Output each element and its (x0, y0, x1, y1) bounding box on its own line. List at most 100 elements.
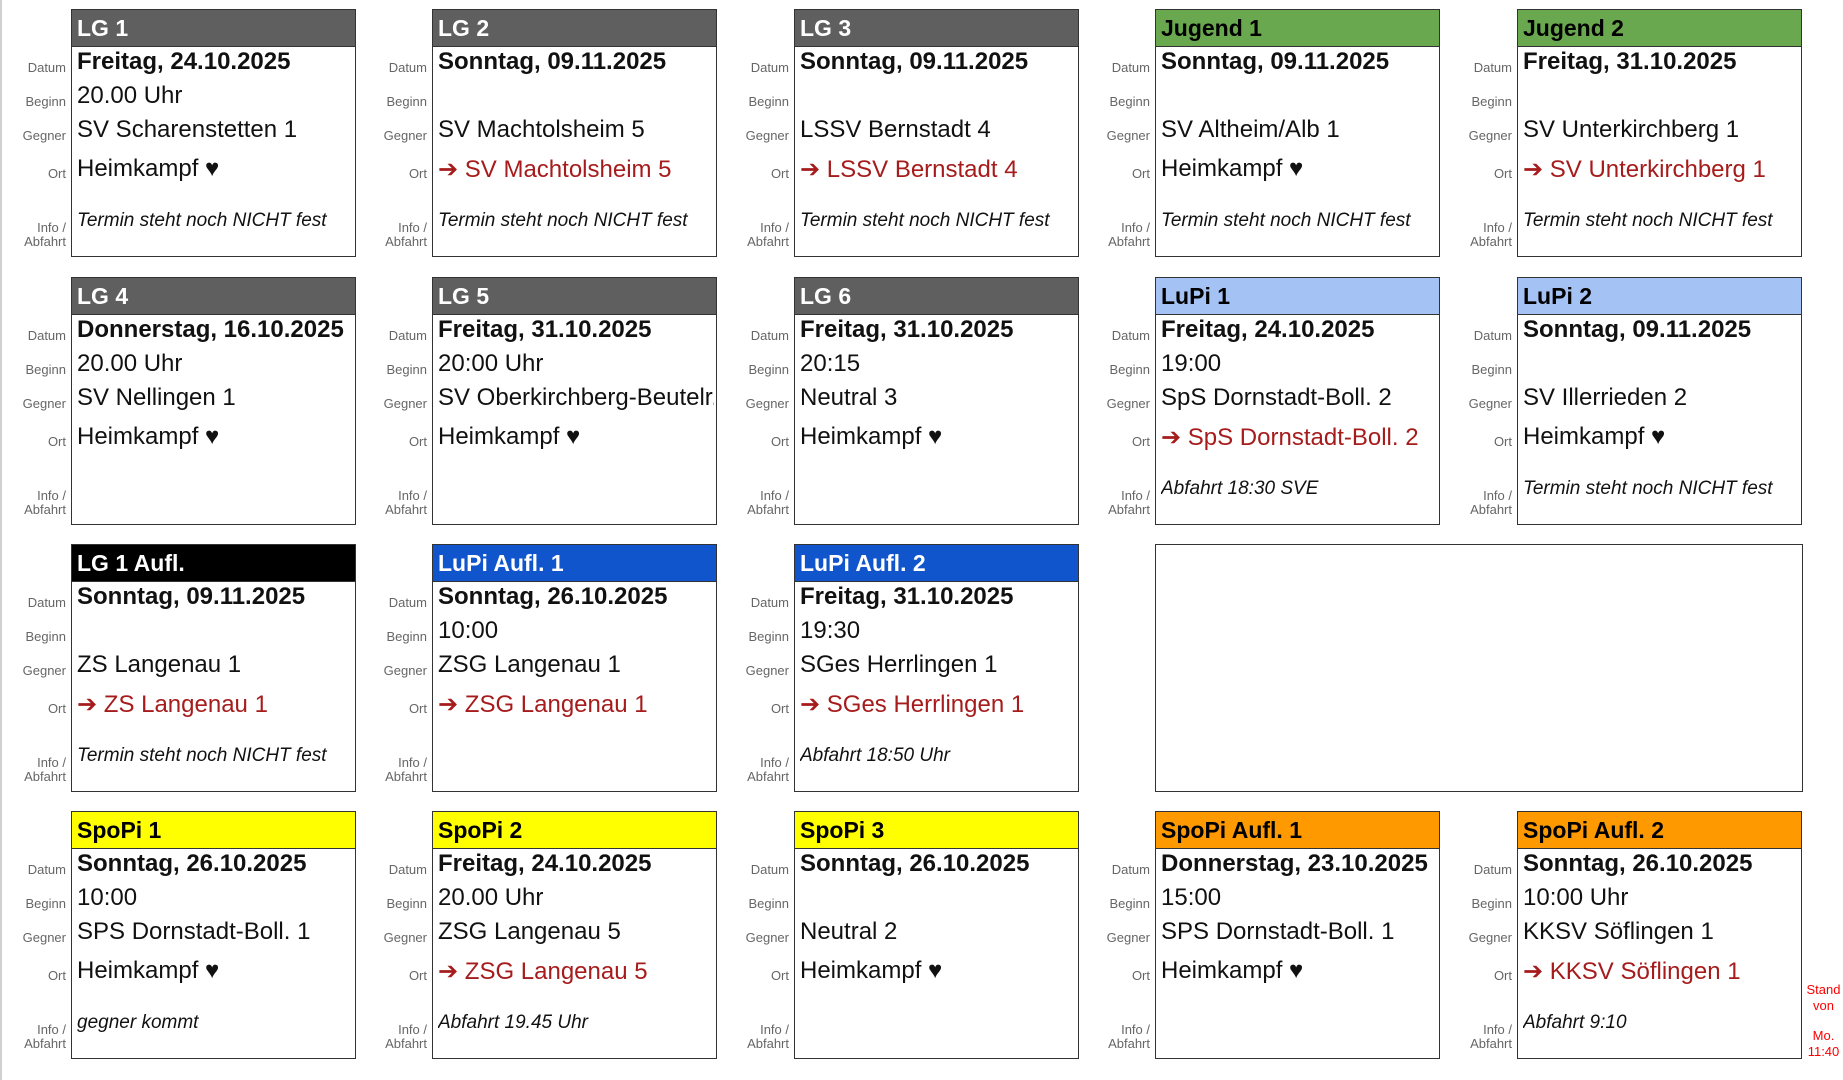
label-time: Beginn (386, 94, 427, 109)
match-date: Sonntag, 09.11.2025 (800, 48, 1029, 75)
match-card: Datum Beginn Gegner Ort Info / Abfahrt Sp… (725, 811, 1079, 1059)
label-opponent: Gegner (383, 663, 427, 678)
label-info: Info / Abfahrt (725, 1023, 789, 1051)
match-box: Jugend 1 Sonntag, 09.11.2025 SV Altheim/… (1155, 9, 1440, 257)
match-opponent: SV Altheim/Alb 1 (1161, 116, 1340, 143)
match-opponent: LSSV Bernstadt 4 (800, 116, 991, 143)
match-date: Sonntag, 09.11.2025 (77, 583, 306, 610)
label-time: Beginn (25, 362, 66, 377)
label-time: Beginn (386, 629, 427, 644)
label-info: Info / Abfahrt (363, 221, 427, 249)
match-place: Heimkampf ♥ (1161, 957, 1304, 984)
match-info: Abfahrt 9:10 (1523, 1012, 1627, 1033)
match-date: Sonntag, 26.10.2025 (438, 583, 668, 610)
label-time: Beginn (748, 94, 789, 109)
label-opponent: Gegner (1106, 128, 1150, 143)
team-header: LG 1 Aufl. (72, 545, 355, 582)
label-info: Info / Abfahrt (1086, 1023, 1150, 1051)
label-info-1: Info / (1483, 1022, 1512, 1037)
label-place: Ort (1131, 434, 1150, 449)
label-opponent: Gegner (745, 930, 789, 945)
label-info-1: Info / (1483, 488, 1512, 503)
match-date: Freitag, 31.10.2025 (1523, 48, 1737, 75)
match-time: 20:15 (800, 350, 861, 377)
label-info-1: Info / (1121, 1022, 1150, 1037)
label-info-2: Abfahrt (385, 1036, 427, 1051)
match-card: Datum Beginn Gegner Ort Info / Abfahrt Sp… (1086, 811, 1440, 1059)
match-date: Sonntag, 26.10.2025 (77, 850, 307, 877)
label-place: Ort (770, 701, 789, 716)
match-opponent: SV Illerrieden 2 (1523, 384, 1688, 411)
label-time: Beginn (25, 896, 66, 911)
label-place: Ort (770, 166, 789, 181)
team-header: LG 4 (72, 278, 355, 315)
match-date: Freitag, 31.10.2025 (800, 583, 1014, 610)
match-place: Heimkampf ♥ (77, 155, 220, 182)
label-time: Beginn (748, 362, 789, 377)
label-info-2: Abfahrt (1108, 234, 1150, 249)
match-opponent: SV Machtolsheim 5 (438, 116, 645, 143)
match-time: 20.00 Uhr (77, 82, 183, 109)
match-info: Termin steht noch NICHT fest (800, 210, 1050, 231)
match-box: SpoPi Aufl. 1 Donnerstag, 23.10.2025 15:… (1155, 811, 1440, 1059)
label-info-2: Abfahrt (1108, 1036, 1150, 1051)
match-box: LuPi Aufl. 2 Freitag, 31.10.2025 19:30 S… (794, 544, 1079, 792)
stand-note: Stand von Mo. 11:40 (1802, 982, 1843, 1060)
match-place: ➔ ZSG Langenau 5 (438, 958, 648, 985)
label-info-1: Info / (398, 220, 427, 235)
label-place: Ort (408, 968, 427, 983)
match-date: Donnerstag, 23.10.2025 (1161, 850, 1428, 877)
match-box: SpoPi 2 Freitag, 24.10.2025 20.00 Uhr ZS… (432, 811, 717, 1059)
label-date: Datum (750, 862, 789, 877)
team-header: LuPi Aufl. 1 (433, 545, 716, 582)
label-info: Info / Abfahrt (2, 1023, 66, 1051)
match-opponent: SV Scharenstetten 1 (77, 116, 298, 143)
match-info: Termin steht noch NICHT fest (1523, 478, 1773, 499)
label-date: Datum (1111, 60, 1150, 75)
match-info: Termin steht noch NICHT fest (77, 745, 327, 766)
match-place: Heimkampf ♥ (1523, 423, 1666, 450)
stand-line: von (1813, 998, 1834, 1013)
match-date: Freitag, 31.10.2025 (800, 316, 1014, 343)
label-opponent: Gegner (22, 663, 66, 678)
match-place: Heimkampf ♥ (77, 957, 220, 984)
label-date: Datum (388, 60, 427, 75)
match-info: Termin steht noch NICHT fest (1523, 210, 1773, 231)
match-info: Termin steht noch NICHT fest (1161, 210, 1411, 231)
label-info-1: Info / (760, 1022, 789, 1037)
match-info: Termin steht noch NICHT fest (438, 210, 688, 231)
match-opponent: SV Unterkirchberg 1 (1523, 116, 1740, 143)
match-place: Heimkampf ♥ (800, 423, 943, 450)
label-info: Info / Abfahrt (1448, 221, 1512, 249)
match-place: ➔ ZS Langenau 1 (77, 691, 268, 718)
label-info-1: Info / (37, 488, 66, 503)
empty-card (1155, 544, 1803, 792)
label-date: Datum (27, 862, 66, 877)
label-info-1: Info / (1483, 220, 1512, 235)
match-date: Sonntag, 26.10.2025 (800, 850, 1030, 877)
team-header: SpoPi 3 (795, 812, 1078, 849)
label-opponent: Gegner (1468, 128, 1512, 143)
match-time: 10:00 (438, 617, 499, 644)
label-date: Datum (388, 862, 427, 877)
match-place: ➔ ZSG Langenau 1 (438, 691, 648, 718)
label-place: Ort (47, 968, 66, 983)
match-info: Termin steht noch NICHT fest (77, 210, 327, 231)
match-place: Heimkampf ♥ (438, 423, 581, 450)
label-opponent: Gegner (1106, 930, 1150, 945)
match-card: Datum Beginn Gegner Ort Info / Abfahrt LG… (725, 277, 1079, 525)
label-info-2: Abfahrt (24, 1036, 66, 1051)
label-date: Datum (750, 60, 789, 75)
label-place: Ort (47, 434, 66, 449)
match-info: Abfahrt 18:30 SVE (1161, 478, 1319, 499)
label-date: Datum (27, 595, 66, 610)
label-time: Beginn (386, 362, 427, 377)
label-time: Beginn (748, 896, 789, 911)
match-box: SpoPi 3 Sonntag, 26.10.2025 Neutral 2 He… (794, 811, 1079, 1059)
match-card: Datum Beginn Gegner Ort Info / Abfahrt Ju… (1448, 9, 1802, 257)
label-time: Beginn (1109, 94, 1150, 109)
label-info: Info / Abfahrt (363, 756, 427, 784)
team-header: Jugend 1 (1156, 10, 1439, 47)
team-header: LG 1 (72, 10, 355, 47)
match-card: Datum Beginn Gegner Ort Info / Abfahrt LG… (2, 544, 356, 792)
